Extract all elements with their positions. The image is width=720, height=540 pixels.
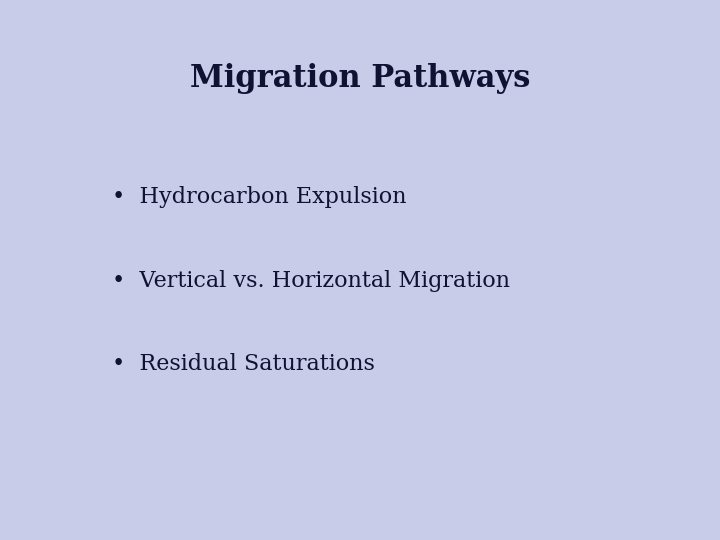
Text: •  Vertical vs. Horizontal Migration: • Vertical vs. Horizontal Migration — [112, 270, 510, 292]
Text: •  Residual Saturations: • Residual Saturations — [112, 354, 374, 375]
Text: •  Hydrocarbon Expulsion: • Hydrocarbon Expulsion — [112, 186, 406, 208]
Text: Migration Pathways: Migration Pathways — [190, 63, 530, 94]
